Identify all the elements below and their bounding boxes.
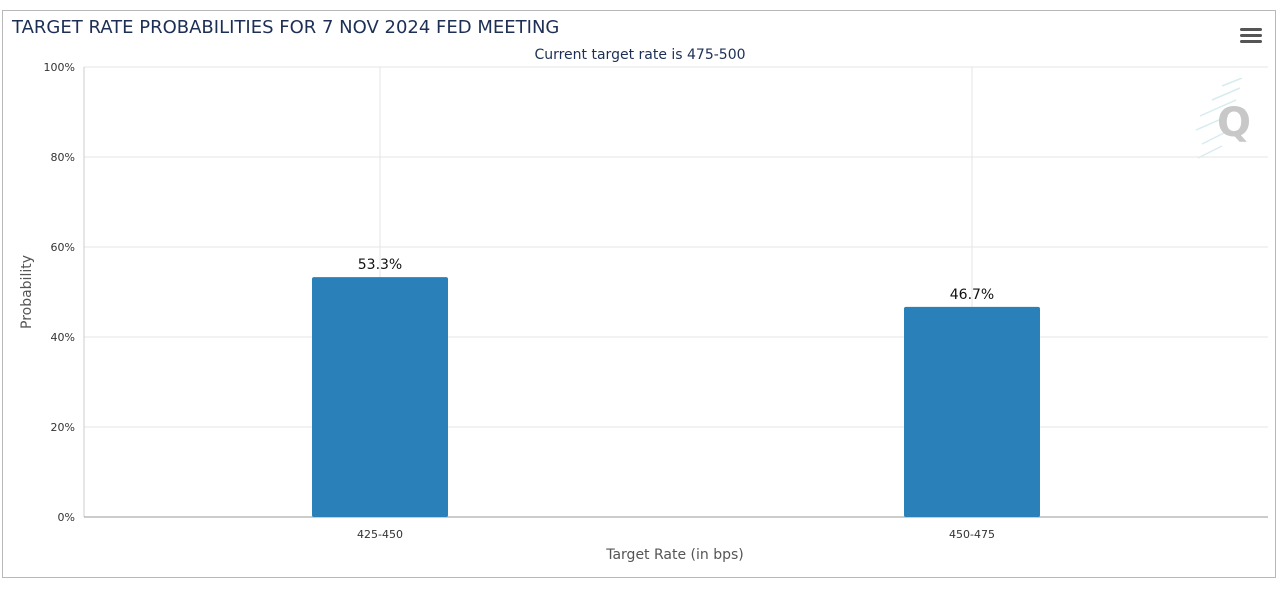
bar[interactable] bbox=[312, 277, 448, 517]
y-tick-label: 0% bbox=[58, 511, 75, 524]
y-tick-label: 40% bbox=[51, 331, 75, 344]
x-axis-title: Target Rate (in bps) bbox=[605, 547, 744, 563]
chart-title: TARGET RATE PROBABILITIES FOR 7 NOV 2024… bbox=[12, 17, 560, 38]
x-tick-label: 425-450 bbox=[357, 528, 403, 541]
y-tick-label: 80% bbox=[51, 151, 75, 164]
x-tick-label: 450-475 bbox=[949, 528, 995, 541]
svg-text:Q: Q bbox=[1217, 100, 1251, 146]
q-logo-icon: Q bbox=[1195, 78, 1251, 159]
bar-data-label: 46.7% bbox=[950, 287, 994, 303]
bar-data-label: 53.3% bbox=[358, 257, 402, 273]
hamburger-menu-icon[interactable] bbox=[1240, 28, 1262, 46]
bar[interactable] bbox=[904, 306, 1040, 517]
y-tick-label: 60% bbox=[51, 241, 75, 254]
chart-subtitle: Current target rate is 475-500 bbox=[534, 47, 746, 63]
chart-container bbox=[2, 10, 1276, 578]
y-tick-label: 20% bbox=[51, 421, 75, 434]
y-axis-title: Probability bbox=[19, 255, 35, 329]
y-tick-label: 100% bbox=[44, 61, 75, 74]
